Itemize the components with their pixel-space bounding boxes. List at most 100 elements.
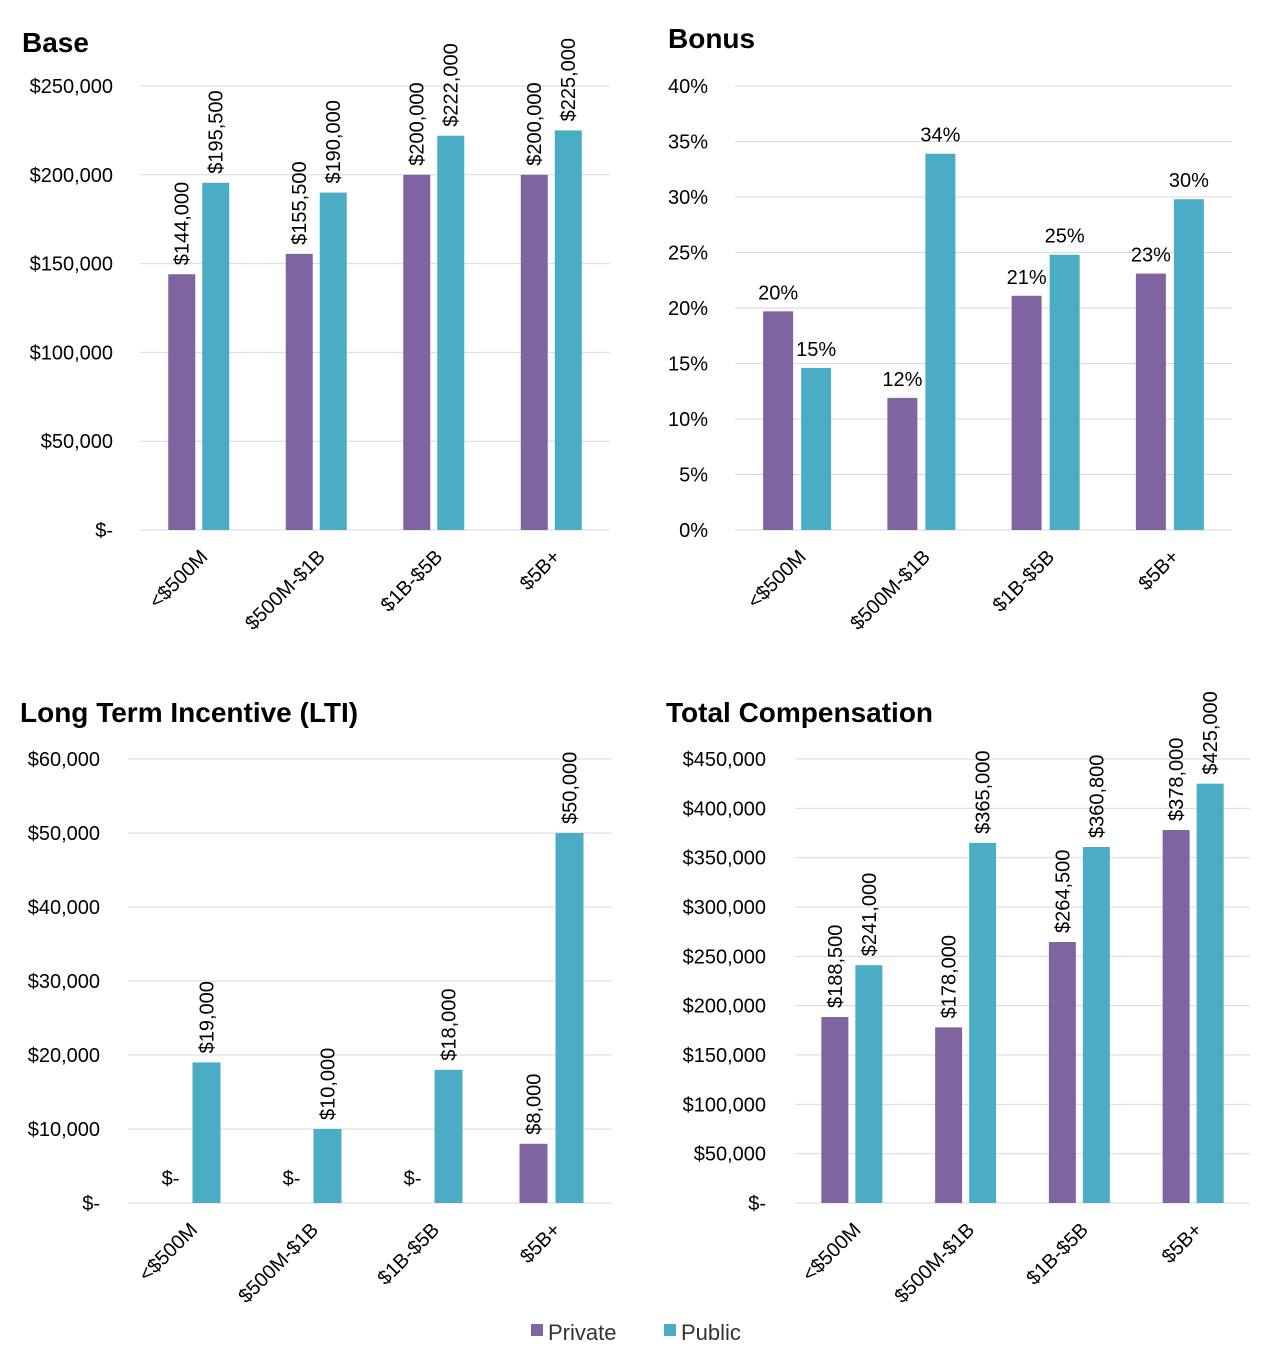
- x-tick-label: $5B+: [1134, 546, 1183, 595]
- bar-private-5b: [1162, 830, 1190, 1203]
- data-label: $18,000: [439, 989, 461, 1061]
- x-tick-label: <$500M: [744, 546, 811, 613]
- bar-private-500m: [821, 1017, 849, 1203]
- y-tick-label: $100,000: [30, 342, 113, 364]
- x-tick-label: $1B-$5B: [377, 546, 448, 617]
- legend-swatch-private: [531, 1324, 543, 1336]
- bar-public-1b-5b: [437, 135, 465, 530]
- data-label: $222,000: [441, 43, 463, 126]
- x-tick-label: $500M-$1B: [846, 546, 935, 635]
- bar-public-500m-1b: [925, 153, 956, 530]
- data-label: $-: [283, 1168, 301, 1190]
- y-tick-label: 15%: [668, 354, 708, 376]
- bar-private-5b: [519, 1143, 548, 1203]
- bar-public-500m: [192, 1062, 221, 1203]
- bar-public-1b-5b: [434, 1069, 463, 1203]
- chart-title: Base: [22, 27, 89, 58]
- y-tick-label: $250,000: [683, 946, 766, 968]
- bar-public-5b: [1196, 783, 1224, 1203]
- x-tick-label: $500M-$1B: [890, 1219, 979, 1308]
- x-tick-label: $500M-$1B: [241, 546, 330, 635]
- y-tick-label: $150,000: [30, 254, 113, 276]
- y-tick-label: 5%: [679, 465, 708, 487]
- y-tick-label: $50,000: [694, 1144, 766, 1166]
- bar-private-1b-5b: [1011, 295, 1042, 530]
- data-label: $50,000: [560, 752, 582, 824]
- x-tick-label: $1B-$5B: [1022, 1219, 1093, 1290]
- bar-private-1b-5b: [403, 174, 431, 531]
- bar-public-500m: [202, 182, 230, 531]
- y-tick-label: $100,000: [683, 1094, 766, 1116]
- y-tick-label: $20,000: [28, 1045, 100, 1067]
- y-tick-label: 35%: [668, 132, 708, 154]
- data-label: $365,000: [973, 750, 995, 833]
- bar-public-5b: [554, 130, 582, 530]
- y-tick-label: $200,000: [683, 996, 766, 1018]
- y-tick-label: 40%: [668, 76, 708, 98]
- data-label: $-: [162, 1168, 180, 1190]
- chart-title: Total Compensation: [666, 697, 933, 728]
- legend-label-private: Private: [548, 1320, 616, 1345]
- bar-public-500m-1b: [969, 842, 997, 1203]
- x-tick-label: <$500M: [135, 1219, 202, 1286]
- x-tick-label: <$500M: [798, 1219, 865, 1286]
- bar-private-500m: [168, 274, 196, 530]
- data-label: $200,000: [407, 82, 429, 165]
- x-tick-label: <$500M: [145, 546, 212, 613]
- data-label: $178,000: [939, 935, 961, 1018]
- data-label: $190,000: [323, 100, 345, 183]
- data-label: $195,500: [206, 90, 228, 173]
- legend-label-public: Public: [681, 1320, 741, 1345]
- data-label: 23%: [1131, 245, 1171, 267]
- data-label: $425,000: [1200, 691, 1222, 774]
- x-tick-label: $5B+: [516, 546, 565, 595]
- y-tick-label: $250,000: [30, 76, 113, 98]
- data-label: 12%: [882, 369, 922, 391]
- y-tick-label: $40,000: [28, 897, 100, 919]
- y-tick-label: 25%: [668, 243, 708, 265]
- y-tick-label: $30,000: [28, 971, 100, 993]
- data-label: $19,000: [197, 981, 219, 1053]
- chart-bonus: Bonus 0% 5% 10% 15% 20% 25% 30% 35% 40% 20% 15% <$50…: [668, 23, 1232, 635]
- chart-total-compensation: Total Compensation $- $50,000 $100,000 $150,…: [666, 691, 1250, 1308]
- y-tick-label: $150,000: [683, 1045, 766, 1067]
- x-tick-label: $500M-$1B: [234, 1219, 323, 1308]
- legend: Private Public: [531, 1320, 741, 1345]
- bar-public-500m-1b: [313, 1129, 342, 1203]
- bar-public-1b-5b: [1049, 254, 1080, 530]
- y-tick-label: 20%: [668, 298, 708, 320]
- data-label: $264,500: [1052, 850, 1074, 933]
- y-tick-label: $400,000: [683, 798, 766, 820]
- data-label: 34%: [920, 125, 960, 147]
- data-label: $200,000: [524, 82, 546, 165]
- bar-private-5b: [520, 174, 548, 531]
- data-label: $10,000: [318, 1048, 340, 1120]
- x-tick-label: $5B+: [516, 1219, 565, 1268]
- data-label: $241,000: [859, 873, 881, 956]
- y-tick-label: $-: [82, 1193, 100, 1215]
- bar-private-500m-1b: [887, 397, 918, 530]
- y-tick-label: $450,000: [683, 749, 766, 771]
- data-label: $8,000: [524, 1074, 546, 1135]
- y-tick-label: $60,000: [28, 749, 100, 771]
- y-tick-label: 30%: [668, 187, 708, 209]
- y-tick-label: $50,000: [41, 431, 113, 453]
- data-label: $144,000: [172, 182, 194, 265]
- bar-private-500m: [763, 311, 794, 530]
- y-tick-label: $50,000: [28, 823, 100, 845]
- x-tick-label: $1B-$5B: [989, 546, 1060, 617]
- chart-long-term-incentive-lti: Long Term Incentive (LTI) $- $10,000 $20,00…: [20, 697, 612, 1308]
- y-tick-label: $-: [748, 1193, 766, 1215]
- data-label: $155,500: [289, 161, 311, 244]
- legend-swatch-public: [664, 1324, 676, 1336]
- chart-title: Bonus: [668, 23, 755, 54]
- bar-public-1b-5b: [1082, 847, 1110, 1203]
- bar-private-500m-1b: [285, 253, 313, 530]
- x-tick-label: $1B-$5B: [373, 1219, 444, 1290]
- data-label: $360,800: [1086, 755, 1108, 838]
- y-tick-label: $350,000: [683, 848, 766, 870]
- data-label: $188,500: [825, 925, 847, 1008]
- chart-title: Long Term Incentive (LTI): [20, 697, 358, 728]
- bar-public-500m: [801, 367, 832, 530]
- bar-private-1b-5b: [1048, 942, 1076, 1203]
